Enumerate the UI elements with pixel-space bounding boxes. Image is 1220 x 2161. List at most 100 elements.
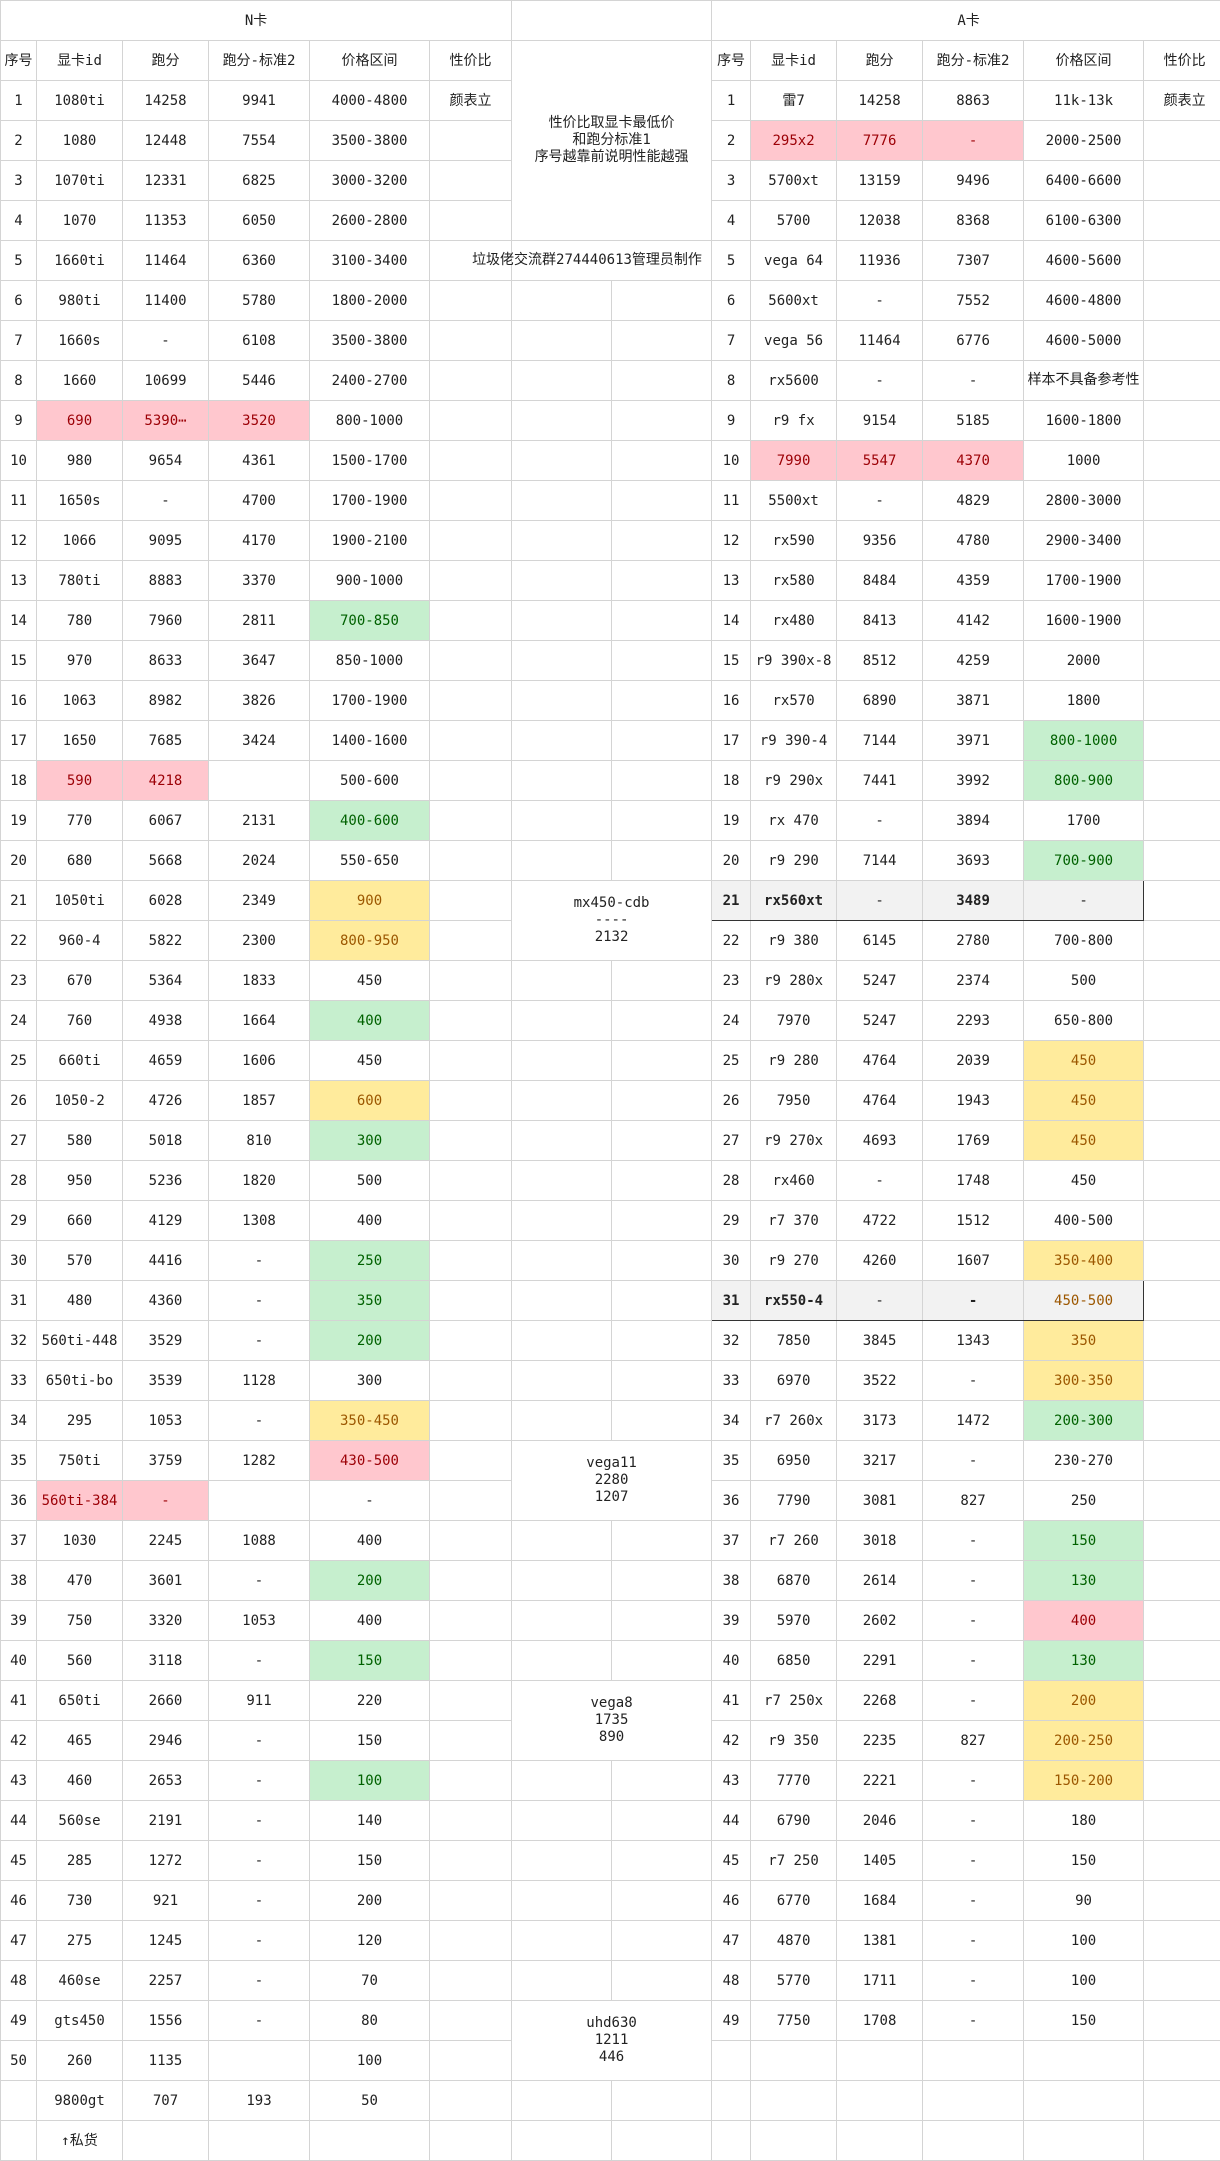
credit-text: 垃圾佬交流群274440613管理员制作 (472, 252, 702, 268)
middle-blank-left (511, 800, 613, 841)
n-price-range: 2600-2800 (309, 200, 430, 241)
n-index: 35 (0, 1440, 37, 1481)
n-index: 46 (0, 1880, 37, 1921)
a-value-ratio (1143, 1040, 1220, 1081)
n-value-ratio (428, 880, 513, 921)
a-score-standard2: 3871 (922, 680, 1025, 721)
a-score-standard2: - (922, 1600, 1025, 1641)
a-value-ratio (1143, 1440, 1220, 1481)
n-value-ratio (428, 1800, 513, 1841)
n-value-ratio (428, 960, 513, 1001)
n-index: 43 (0, 1760, 37, 1801)
a-index (711, 2080, 752, 2121)
a-score-standard2: - (922, 1560, 1025, 1601)
n-score: 2257 (122, 1960, 209, 2001)
a-value-ratio (1143, 1320, 1220, 1361)
n-score-standard2: - (208, 1920, 310, 1961)
n-gpu-id: 780ti (36, 560, 123, 601)
a-score: 13159 (836, 160, 924, 201)
middle-blank-right (611, 440, 713, 481)
n-gpu-id: 660ti (36, 1040, 123, 1081)
a-score-standard2: 2780 (922, 920, 1025, 961)
middle-blank-left (511, 1640, 613, 1681)
a-value-ratio (1143, 1120, 1220, 1161)
a-value-ratio (1143, 680, 1220, 721)
n-price-range: 600 (309, 1080, 430, 1121)
a-index: 43 (711, 1760, 752, 1801)
n-price-range: 400 (309, 1000, 430, 1041)
a-price-range: 2000-2500 (1023, 120, 1145, 161)
a-price-range: 450 (1023, 1040, 1145, 1081)
n-index: 5 (0, 240, 37, 281)
n-score-standard2: 5446 (208, 360, 310, 401)
n-value-ratio (428, 1520, 513, 1561)
n-score-standard2: 1857 (208, 1080, 310, 1121)
n-index: 27 (0, 1120, 37, 1161)
a-score: 3217 (836, 1440, 924, 1481)
n-score: 8883 (122, 560, 209, 601)
a-score: 6890 (836, 680, 924, 721)
a-value-ratio (1143, 320, 1220, 361)
n-price-range: 400 (309, 1600, 430, 1641)
a-score: - (836, 360, 924, 401)
a-gpu-id: rx560xt (750, 880, 838, 921)
n-index: 24 (0, 1000, 37, 1041)
n-index: 21 (0, 880, 37, 921)
a-score-standard2: - (922, 1920, 1025, 1961)
table-row: 8 1660 10699 5446 2400-2700 8 rx5600- - 样本不具备参考性 (0, 360, 1220, 401)
n-score-standard2 (208, 760, 310, 801)
n-gpu-id: 460se (36, 1960, 123, 2001)
n-score: 3759 (122, 1440, 209, 1481)
a-score: 4764 (836, 1040, 924, 1081)
n-col-header-value-ratio: 性价比 (428, 40, 513, 81)
n-score: 2191 (122, 1800, 209, 1841)
a-price-range: 350 (1023, 1320, 1145, 1361)
n-gpu-id: 1650s (36, 480, 123, 521)
a-index: 13 (711, 560, 752, 601)
a-score-standard2: - (922, 1960, 1025, 2001)
a-gpu-id: 7770 (750, 1760, 838, 1801)
n-index: 25 (0, 1040, 37, 1081)
n-score: 5822 (122, 920, 209, 961)
n-price-range: 4000-4800 (309, 80, 430, 121)
n-price-range: 400 (309, 1520, 430, 1561)
n-gpu-id: 670 (36, 960, 123, 1001)
a-index: 16 (711, 680, 752, 721)
n-score: - (122, 1480, 209, 1521)
a-score-standard2: 827 (922, 1720, 1025, 1761)
n-index: 15 (0, 640, 37, 681)
a-gpu-id: r9 390-4 (750, 720, 838, 761)
n-price-range: 900 (309, 880, 430, 921)
table-row: 43 460 2653-100 43 7770 2221-150-200 (0, 1760, 1220, 1801)
n-gpu-id: 650ti (36, 1680, 123, 1721)
a-index: 46 (711, 1880, 752, 1921)
n-gpu-id: ↑私货 (36, 2120, 123, 2161)
middle-blank-left (511, 480, 613, 521)
n-price-range: 500-600 (309, 760, 430, 801)
table-row: 50 260 1135 100 (0, 2040, 1220, 2081)
n-score: - (122, 480, 209, 521)
a-score: 1405 (836, 1840, 924, 1881)
n-index: 38 (0, 1560, 37, 1601)
a-index: 18 (711, 760, 752, 801)
a-price-range: 230-270 (1023, 1440, 1145, 1481)
a-price-range: 11k-13k (1023, 80, 1145, 121)
n-value-ratio (428, 2040, 513, 2081)
middle-blank-right (611, 840, 713, 881)
a-price-range: 650-800 (1023, 1000, 1145, 1041)
a-price-range (1023, 2080, 1145, 2121)
middle-blank-right (611, 2120, 713, 2161)
a-price-range: 200-300 (1023, 1400, 1145, 1441)
n-price-range: 1800-2000 (309, 280, 430, 321)
n-price-range: 100 (309, 1760, 430, 1801)
middle-blank-left (511, 1800, 613, 1841)
a-score: 3522 (836, 1360, 924, 1401)
a-price-range: 150 (1023, 2000, 1145, 2041)
a-score-standard2: 4829 (922, 480, 1025, 521)
middle-blank-right (611, 1800, 713, 1841)
n-gpu-id: gts450 (36, 2000, 123, 2041)
middle-blank-right (611, 520, 713, 561)
middle-blank-right (611, 2080, 713, 2121)
a-price-range: 180 (1023, 1800, 1145, 1841)
middle-blank-left (511, 2080, 613, 2121)
